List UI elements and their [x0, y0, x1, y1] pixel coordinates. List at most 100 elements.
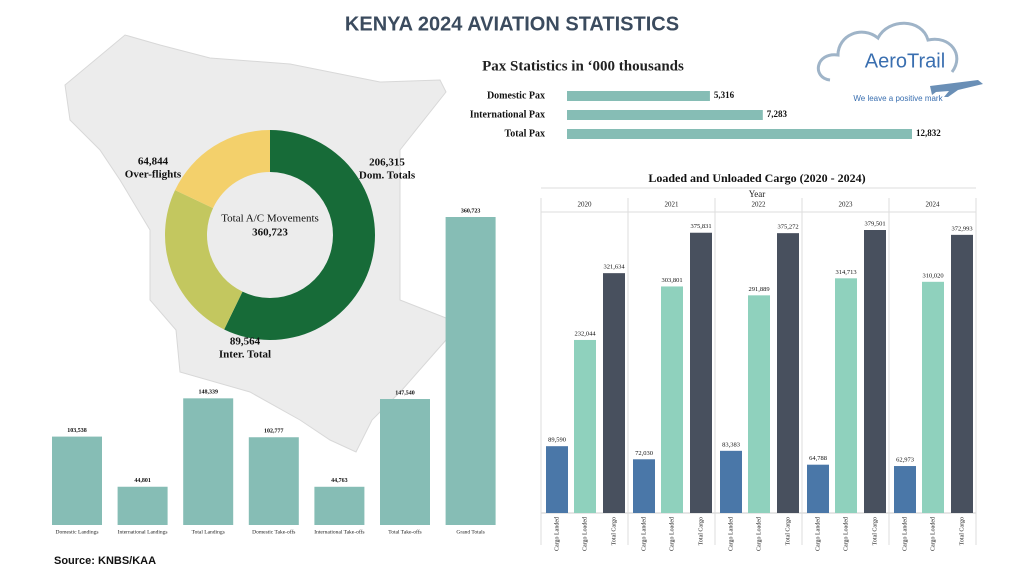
donut-value-label: 64,844 [138, 156, 169, 168]
bar-value-label: 232,044 [574, 330, 596, 337]
x-tick-label: Total Cargo [698, 517, 704, 545]
x-tick-label: Cargo Loaded [756, 517, 762, 551]
bar-value-label: 103,538 [67, 428, 87, 434]
x-tick-label: Grand Totals [456, 529, 484, 535]
bar [807, 464, 829, 513]
bar [567, 110, 763, 120]
bar [567, 129, 912, 139]
logo: AeroTrail We leave a positive mark [816, 21, 983, 103]
x-tick-label: Total Landings [192, 529, 225, 535]
bar [922, 281, 944, 513]
bar-value-label: 102,777 [264, 429, 284, 435]
x-tick-label: Cargo Loaded [930, 517, 936, 551]
cargo-title: Loaded and Unloaded Cargo (2020 - 2024) [648, 171, 865, 185]
logo-cloud [816, 21, 959, 82]
x-tick-label: Total Cargo [611, 517, 617, 545]
donut-category-label: Inter. Total [219, 349, 271, 361]
bar [52, 436, 102, 525]
x-tick-label: Cargo Landed [815, 517, 821, 551]
bar-value-label: 62,973 [896, 457, 914, 464]
bar-value-label: 310,020 [922, 272, 943, 279]
bar [248, 437, 299, 525]
logo-tagline: We leave a positive mark [853, 94, 943, 103]
donut-total: 360,723 [252, 227, 288, 239]
bar [603, 273, 625, 513]
bar-value-label: 372,993 [951, 225, 972, 232]
pax-category-label: International Pax [470, 109, 545, 120]
bar-value-label: 360,723 [461, 208, 481, 214]
donut-segment [165, 190, 243, 330]
bar [748, 295, 770, 513]
bar [720, 450, 742, 513]
group-label: 2023 [839, 201, 854, 209]
bar [690, 232, 712, 514]
bar [117, 486, 168, 525]
source: Source: KNBS/KAA [54, 555, 156, 567]
bar [567, 91, 710, 101]
x-tick-label: Cargo Landed [554, 517, 560, 551]
pax-value-label: 7,283 [767, 109, 788, 119]
group-label: 2022 [752, 201, 767, 209]
pax-category-label: Total Pax [505, 128, 545, 139]
bar [661, 286, 683, 513]
bar-value-label: 314,713 [835, 269, 856, 276]
x-tick-label: Total Cargo [872, 517, 878, 545]
pax-value-label: 12,832 [916, 128, 941, 138]
bar [574, 339, 596, 513]
bar-value-label: 83,383 [722, 441, 740, 448]
bar [546, 446, 568, 513]
bar-value-label: 291,889 [748, 286, 769, 293]
bar-value-label: 321,634 [603, 264, 625, 271]
donut-category-label: Over-flights [125, 169, 182, 181]
bar [633, 459, 655, 513]
bar-value-label: 148,339 [198, 390, 218, 396]
donut-category-label: Dom. Totals [359, 170, 416, 182]
bar-value-label: 379,501 [864, 220, 885, 227]
bar-value-label: 147,540 [395, 390, 415, 396]
x-tick-label: Domestic Take-offs [252, 528, 295, 535]
donut-value-label: 206,315 [369, 157, 405, 169]
x-tick-label: Domestic Landings [56, 529, 99, 535]
x-tick-label: Cargo Loaded [582, 517, 588, 551]
x-tick-label: Cargo Loaded [669, 517, 675, 551]
bar [380, 399, 430, 525]
donut-title: Total A/C Movements [221, 213, 319, 225]
page-title: KENYA 2024 AVIATION STATISTICS [345, 13, 679, 35]
bar-value-label: 44,801 [134, 478, 151, 484]
bar-value-label: 64,788 [809, 455, 827, 462]
bar-value-label: 303,801 [661, 277, 682, 284]
group-label: 2024 [926, 201, 941, 209]
x-tick-label: Cargo Landed [728, 517, 734, 551]
bar-value-label: 72,030 [635, 450, 653, 457]
x-tick-label: Total Take-offs [388, 528, 421, 535]
pax-category-label: Domestic Pax [487, 90, 545, 101]
pax-title: Pax Statistics in ‘000 thousands [482, 58, 684, 74]
bar-value-label: 89,590 [548, 437, 566, 444]
bar [445, 217, 496, 525]
bar [314, 486, 365, 525]
bar [894, 466, 916, 513]
bar [183, 398, 234, 525]
logo-name: AeroTrail [865, 50, 945, 72]
bar [835, 278, 857, 513]
kenya-map [64, 34, 447, 453]
x-tick-label: Total Cargo [959, 517, 965, 545]
pax-value-label: 5,316 [714, 90, 735, 100]
bar-value-label: 44,763 [331, 478, 348, 484]
donut-segment [175, 130, 270, 209]
group-label: 2020 [578, 201, 593, 209]
group-header: Year [749, 189, 766, 199]
bar-value-label: 375,272 [777, 224, 798, 231]
bar [951, 234, 973, 513]
bar [777, 233, 799, 514]
bar-value-label: 375,831 [690, 223, 711, 230]
donut-value-label: 89,564 [230, 336, 261, 348]
x-tick-label: Total Cargo [785, 517, 791, 545]
logo-plane [930, 80, 983, 97]
donut-segment [224, 130, 376, 341]
x-tick-label: Cargo Loaded [843, 517, 849, 551]
bar [864, 230, 886, 513]
x-tick-label: International Take-offs [314, 528, 364, 535]
group-label: 2021 [665, 201, 680, 209]
